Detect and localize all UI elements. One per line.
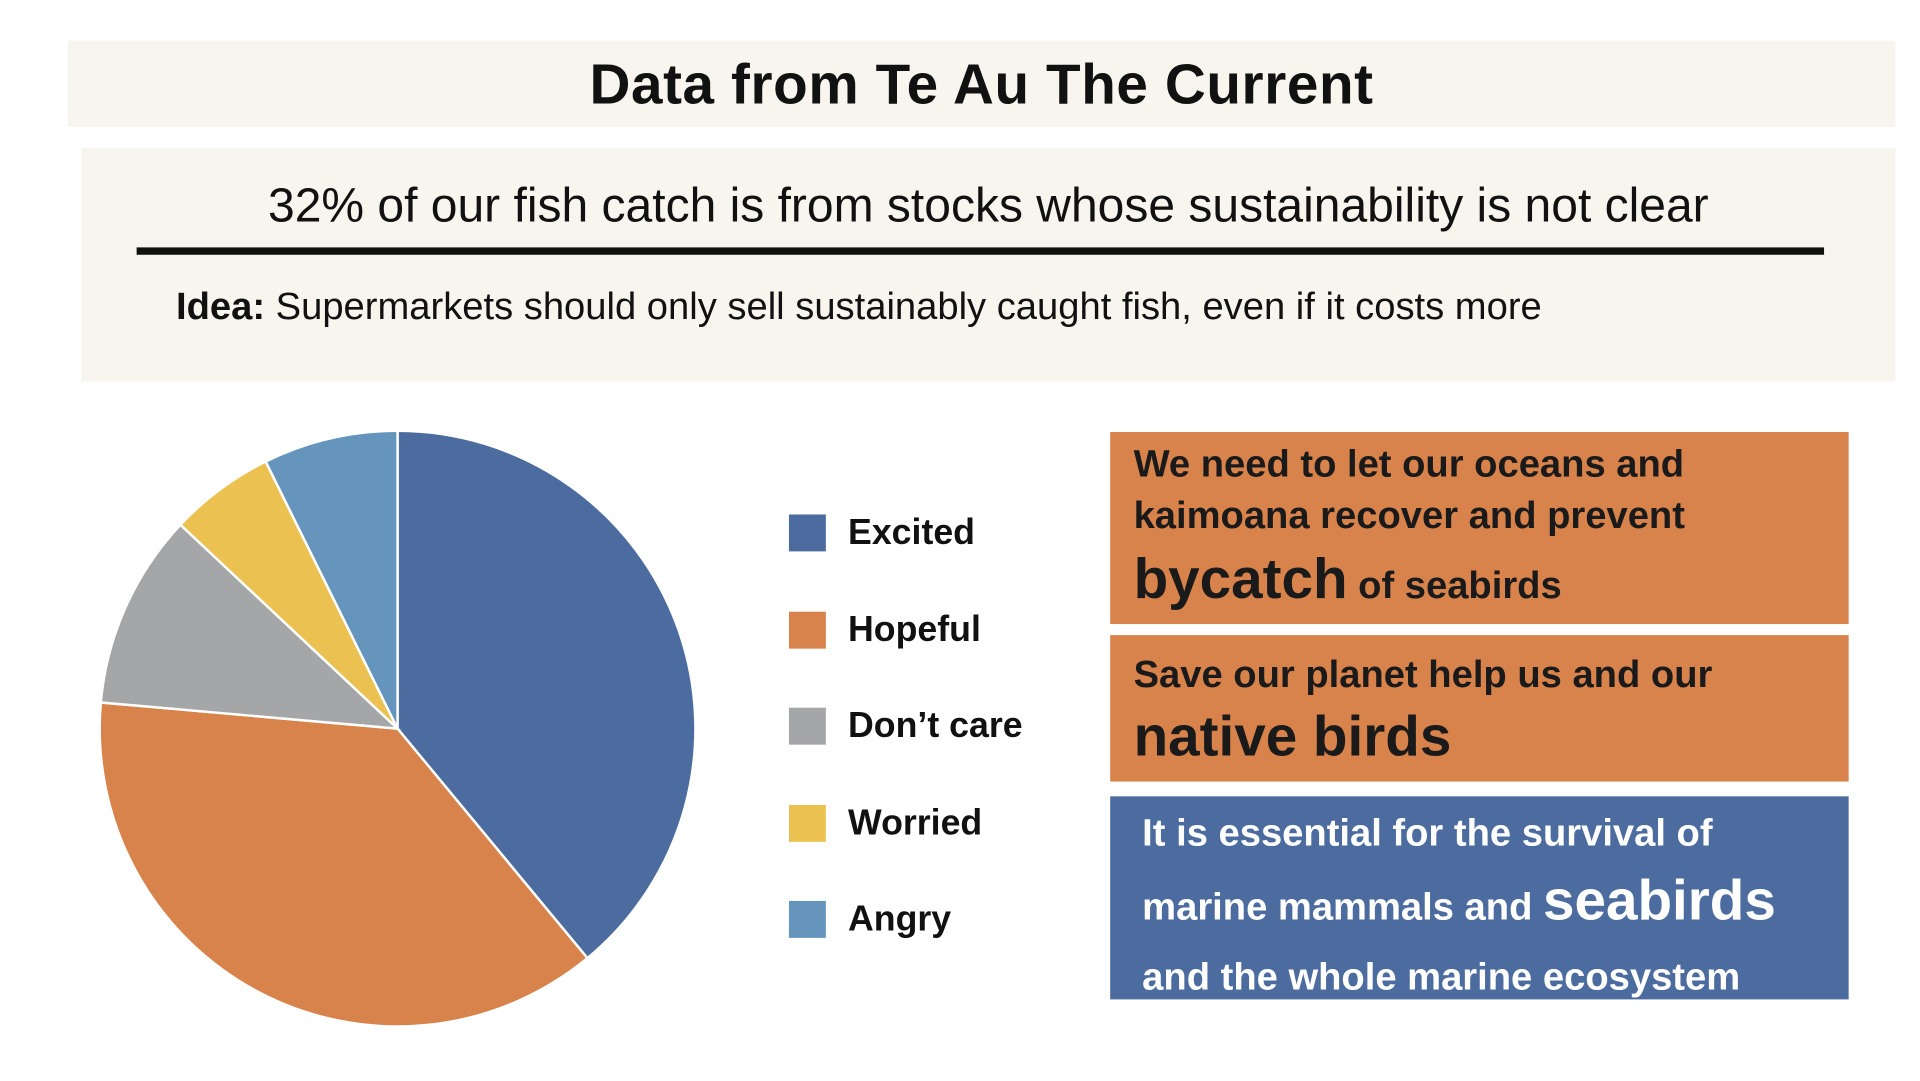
pie-slice-dont-care — [99, 522, 401, 731]
idea-label: Idea: — [176, 284, 266, 328]
legend-label-dont-care: Don’t care — [848, 706, 1023, 746]
legend-swatch-excited — [788, 514, 826, 552]
quote-card-native-birds: Save our planet help us and our native b… — [1110, 635, 1849, 782]
legend-swatch-angry — [788, 900, 826, 938]
legend-swatch-worried — [788, 804, 826, 842]
pie-slice-excited — [396, 429, 697, 960]
quote-emphasis: bycatch — [1133, 546, 1348, 611]
statistic-heading: 32% of our fish catch is from stocks who… — [268, 179, 1709, 233]
legend-label-excited: Excited — [848, 513, 976, 553]
quote-emphasis: seabirds — [1542, 867, 1776, 932]
legend-swatch-dont-care — [788, 707, 826, 745]
idea-body: Supermarkets should only sell sustainabl… — [265, 284, 1542, 328]
idea-text: Idea: Supermarkets should only sell sust… — [176, 284, 1542, 328]
quote-line: We need to let our oceans and — [1133, 441, 1685, 485]
quote-line: It is essential for the survival of — [1142, 811, 1713, 855]
title-banner: Data from Te Au The Current — [67, 40, 1896, 127]
quote-tail: of seabirds — [1347, 563, 1562, 607]
legend-label-angry: Angry — [848, 899, 952, 940]
pie-slice-hopeful — [98, 701, 590, 1028]
quote-line: and the whole marine ecosystem — [1142, 955, 1741, 999]
quote-line: marine mammals and — [1142, 884, 1543, 929]
page-title: Data from Te Au The Current — [589, 51, 1374, 116]
quote-card-bycatch: We need to let our oceans and kaimoana r… — [1110, 432, 1849, 625]
divider — [136, 247, 1825, 255]
pie-slice-angry — [264, 429, 399, 730]
legend-label-hopeful: Hopeful — [848, 610, 981, 650]
quote-line: kaimoana recover and prevent — [1133, 493, 1685, 537]
info-box: 32% of our fish catch is from stocks who… — [81, 147, 1896, 382]
quote-line: Save our planet help us and our — [1133, 652, 1713, 696]
pie-chart — [98, 429, 697, 1028]
quote-emphasis: native birds — [1133, 704, 1452, 769]
quote-card-ecosystem: It is essential for the survival of mari… — [1110, 796, 1849, 1000]
legend-swatch-hopeful — [788, 611, 826, 649]
legend-label-worried: Worried — [848, 803, 983, 844]
